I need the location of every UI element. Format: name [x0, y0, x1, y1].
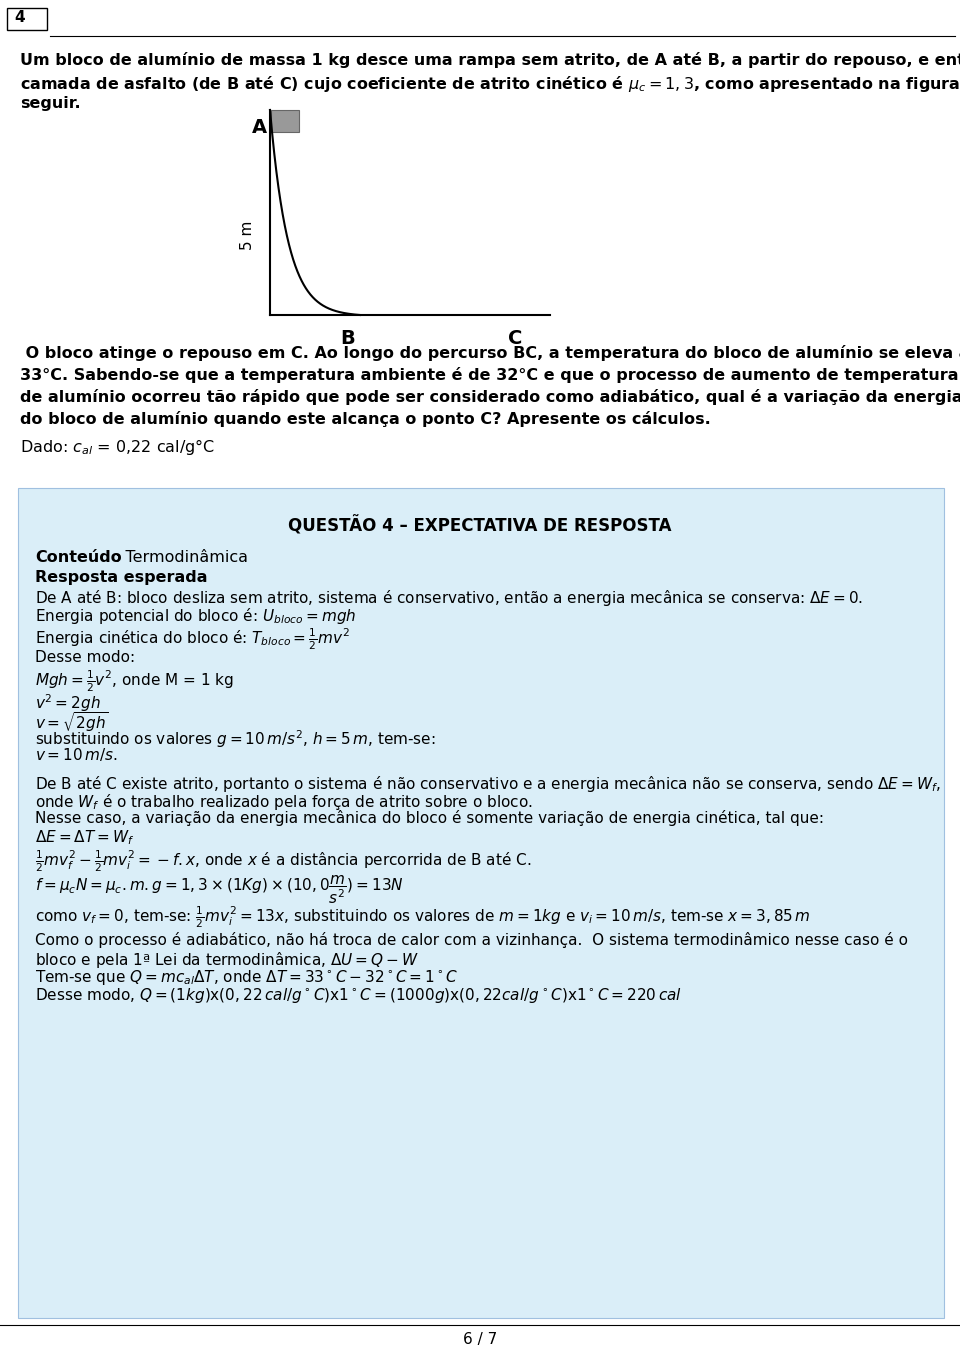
Text: De B até C existe atrito, portanto o sistema é não conservativo e a energia mecâ: De B até C existe atrito, portanto o sis… [35, 774, 941, 794]
Text: substituindo os valores $g = 10\, m/s^2$, $h = 5\, m$, tem-se:: substituindo os valores $g = 10\, m/s^2$… [35, 728, 436, 749]
Text: como $v_f = 0$, tem-se: $\frac{1}{2}mv_i^2 = 13x$, substituindo os valores de $m: como $v_f = 0$, tem-se: $\frac{1}{2}mv_i… [35, 904, 810, 930]
Text: $Mgh = \frac{1}{2}v^2$, onde M = 1 kg: $Mgh = \frac{1}{2}v^2$, onde M = 1 kg [35, 668, 234, 694]
Text: Conteúdo: Conteúdo [35, 549, 122, 566]
Text: $\Delta E = \Delta T = W_f$: $\Delta E = \Delta T = W_f$ [35, 828, 134, 846]
Text: $\frac{1}{2}mv_f^2 - \frac{1}{2}mv_i^2 = -f.x$, onde $x$ é a distância percorrid: $\frac{1}{2}mv_f^2 - \frac{1}{2}mv_i^2 =… [35, 848, 532, 873]
FancyBboxPatch shape [7, 8, 47, 30]
Text: de alumínio ocorreu tão rápido que pode ser considerado como adiabático, qual é : de alumínio ocorreu tão rápido que pode … [20, 389, 960, 405]
Text: B: B [341, 329, 355, 348]
Text: onde $W_f$ é o trabalho realizado pela força de atrito sobre o bloco.: onde $W_f$ é o trabalho realizado pela f… [35, 792, 533, 811]
Text: Energia potencial do bloco é: $U_{bloco} = mgh$: Energia potencial do bloco é: $U_{bloco}… [35, 606, 356, 626]
Text: seguir.: seguir. [20, 96, 81, 111]
Text: A: A [252, 117, 267, 136]
Text: Dado: $c_{al}$ = 0,22 cal/g°C: Dado: $c_{al}$ = 0,22 cal/g°C [20, 437, 215, 458]
Text: Energia cinética do bloco é: $T_{bloco} = \frac{1}{2}mv^2$: Energia cinética do bloco é: $T_{bloco} … [35, 626, 349, 652]
Bar [271, 109, 299, 132]
Text: 33°C. Sabendo-se que a temperatura ambiente é de 32°C e que o processo de aument: 33°C. Sabendo-se que a temperatura ambie… [20, 367, 960, 383]
Text: Resposta esperada: Resposta esperada [35, 570, 207, 585]
Text: Tem-se que $Q = mc_{al}\Delta T$, onde $\Delta T = 33^\circ C - 32^\circ C = 1^\: Tem-se que $Q = mc_{al}\Delta T$, onde $… [35, 968, 459, 987]
Text: $f = \mu_c N = \mu_c.m.g = 1, 3 \times (1Kg) \times (10, 0\dfrac{m}{s^2}) = 13N$: $f = \mu_c N = \mu_c.m.g = 1, 3 \times (… [35, 873, 404, 906]
Text: Desse modo:: Desse modo: [35, 649, 135, 666]
Text: De A até B: bloco desliza sem atrito, sistema é conservativo, então a energia me: De A até B: bloco desliza sem atrito, si… [35, 589, 863, 608]
Text: $v^2 = 2gh$: $v^2 = 2gh$ [35, 693, 101, 714]
Text: 6 / 7: 6 / 7 [463, 1332, 497, 1347]
Text: Desse modo, $Q = (1kg)\mathrm{x}(0, 22\, cal/g^\circ C)\mathrm{x}1^\circ C = (10: Desse modo, $Q = (1kg)\mathrm{x}(0, 22\,… [35, 986, 682, 1004]
FancyBboxPatch shape [18, 487, 944, 1318]
Text: 5 m: 5 m [241, 220, 255, 250]
Text: O bloco atinge o repouso em C. Ao longo do percurso BC, a temperatura do bloco d: O bloco atinge o repouso em C. Ao longo … [20, 346, 960, 360]
Text: do bloco de alumínio quando este alcança o ponto C? Apresente os cálculos.: do bloco de alumínio quando este alcança… [20, 410, 710, 427]
Text: Nesse caso, a variação da energia mecânica do bloco é somente variação de energi: Nesse caso, a variação da energia mecâni… [35, 810, 824, 826]
Text: $v = \sqrt{2gh}$: $v = \sqrt{2gh}$ [35, 710, 108, 734]
Text: Como o processo é adiabático, não há troca de calor com a vizinhança.  O sistema: Como o processo é adiabático, não há tro… [35, 931, 908, 948]
Text: bloco e pela 1ª Lei da termodinâmica, $\Delta U = Q - W$: bloco e pela 1ª Lei da termodinâmica, $\… [35, 950, 419, 971]
Text: QUESTÃO 4 – EXPECTATIVA DE RESPOSTA: QUESTÃO 4 – EXPECTATIVA DE RESPOSTA [288, 516, 672, 536]
Text: : Termodinâmica: : Termodinâmica [115, 549, 248, 566]
Text: C: C [508, 329, 522, 348]
Text: $v = 10\, m/s$.: $v = 10\, m/s$. [35, 747, 118, 763]
Text: Um bloco de alumínio de massa 1 kg desce uma rampa sem atrito, de A até B, a par: Um bloco de alumínio de massa 1 kg desce… [20, 53, 960, 68]
Text: 4: 4 [14, 9, 25, 26]
Text: camada de asfalto (de B até C) cujo coeficiente de atrito cinético é $\mu_c = 1,: camada de asfalto (de B até C) cujo coef… [20, 74, 960, 94]
